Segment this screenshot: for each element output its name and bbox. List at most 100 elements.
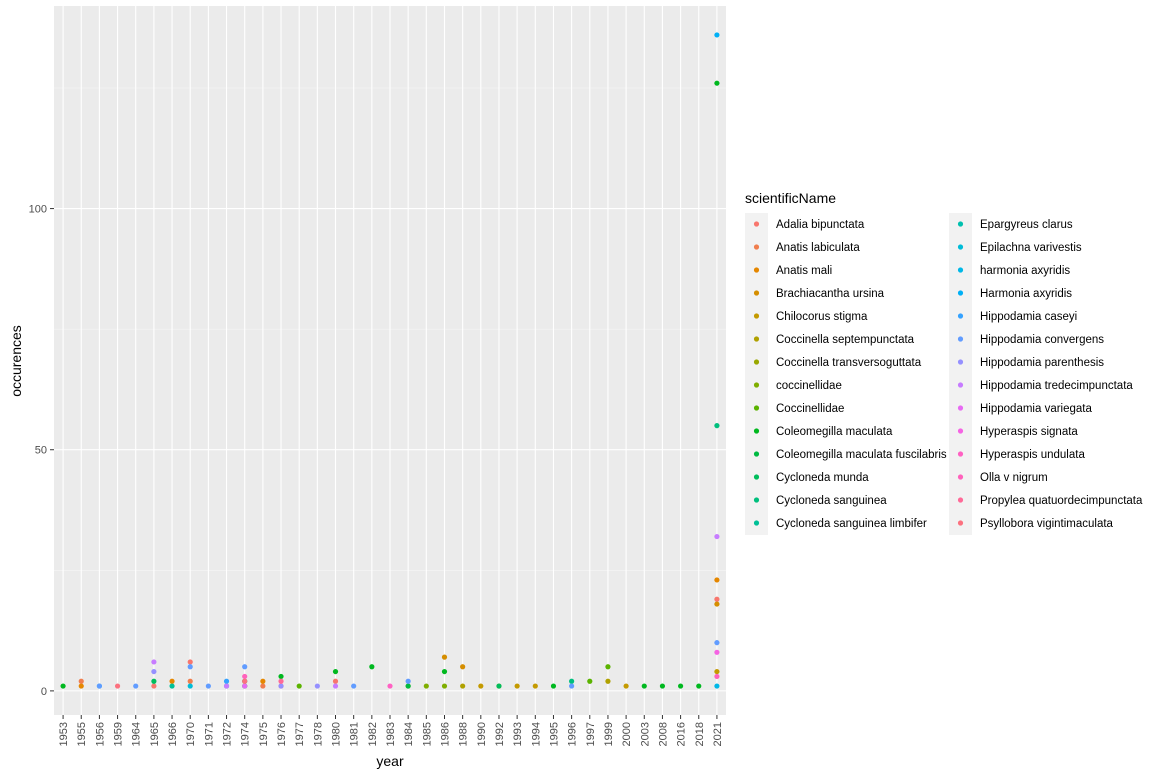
legend-key-dot — [753, 382, 760, 388]
legend-key-dot — [753, 520, 760, 526]
data-point — [242, 664, 248, 670]
x-tick-label: 1975 — [258, 722, 270, 746]
x-tick-label: 1970 — [185, 722, 197, 746]
legend-key-dot — [957, 313, 964, 319]
legend-label: Harmonia axyridis — [980, 288, 1072, 300]
legend-label: Hippodamia parenthesis — [980, 357, 1104, 369]
data-point — [714, 596, 720, 602]
legend-label: Olla v nigrum — [980, 472, 1048, 484]
x-tick-label: 1997 — [585, 722, 597, 746]
x-tick-label: 1993 — [512, 722, 524, 746]
legend-label: Cycloneda munda — [776, 472, 869, 484]
legend-key-dot — [957, 497, 964, 503]
legend-label: Hyperaspis signata — [980, 426, 1078, 438]
data-point — [260, 683, 266, 689]
x-tick-label: 1992 — [494, 722, 506, 746]
legend-label: Brachiacantha ursina — [776, 288, 885, 300]
data-point — [169, 678, 175, 684]
x-tick-label: 2021 — [712, 722, 724, 746]
x-tick-label: 1972 — [222, 722, 234, 746]
data-point — [514, 683, 520, 689]
legend-label: Hippodamia variegata — [980, 403, 1092, 415]
grid-lines — [54, 6, 726, 715]
data-point — [441, 654, 448, 660]
legend-label: Cycloneda sanguinea limbifer — [776, 518, 927, 530]
data-point — [151, 683, 157, 689]
data-point — [460, 664, 466, 670]
legend-key-dot — [753, 451, 760, 457]
data-point — [623, 683, 629, 689]
data-point — [714, 577, 720, 583]
data-point — [677, 683, 684, 689]
legend-key-dot — [753, 336, 760, 342]
data-point — [460, 683, 466, 689]
y-tick-label: 50 — [35, 445, 47, 457]
x-tick-label: 1965 — [149, 722, 161, 746]
data-point — [696, 683, 702, 689]
legend-label: Epilachna varivestis — [980, 242, 1082, 254]
x-tick-label: 1984 — [403, 722, 415, 746]
x-tick-label: 1959 — [113, 722, 125, 746]
data-point — [423, 683, 429, 689]
data-point — [714, 640, 720, 646]
x-axis-title: year — [376, 753, 404, 769]
legend-label: Coccinella transversoguttata — [776, 357, 922, 369]
data-point — [714, 32, 720, 38]
x-tick-label: 1953 — [58, 722, 70, 746]
x-tick-label: 1982 — [367, 722, 379, 746]
data-point — [133, 683, 139, 689]
x-tick-label: 1983 — [385, 722, 397, 746]
legend-label: Cycloneda sanguinea — [776, 495, 887, 507]
legend-key-dot — [957, 290, 964, 296]
legend-key-dot — [753, 221, 760, 227]
legend-label: Coleomegilla maculata fuscilabris — [776, 449, 947, 461]
legend-key-dot — [957, 451, 964, 457]
x-tick-label: 2008 — [657, 722, 669, 746]
x-tick-label: 1966 — [167, 722, 179, 746]
data-point — [569, 683, 575, 689]
data-point — [278, 678, 284, 684]
data-point — [714, 80, 720, 86]
data-point — [169, 683, 175, 689]
legend-label: Hyperaspis undulata — [980, 449, 1085, 461]
legend: scientificName Adalia bipunctata Anatis l… — [745, 190, 1143, 535]
x-tick-label: 2003 — [639, 722, 651, 746]
y-tick-label: 100 — [29, 204, 47, 216]
data-point — [369, 664, 375, 670]
data-point — [605, 678, 611, 684]
x-tick-label: 1956 — [94, 722, 106, 746]
legend-key-dot — [957, 267, 964, 273]
x-tick-label: 1988 — [458, 722, 470, 746]
x-tick-label: 1990 — [476, 722, 488, 746]
data-point — [478, 683, 484, 689]
legend-key-dot — [957, 520, 964, 526]
data-point — [714, 601, 720, 607]
y-axis-title: occurences — [8, 325, 24, 397]
x-tick-label: 1995 — [548, 722, 560, 746]
legend-key-dot — [753, 428, 760, 434]
legend-label: Coleomegilla maculata — [776, 426, 893, 438]
x-tick-label: 1996 — [567, 722, 579, 746]
x-tick-label: 2016 — [676, 722, 688, 746]
data-point — [351, 683, 357, 689]
data-point — [550, 683, 557, 689]
x-tick-label: 2018 — [694, 722, 706, 746]
y-tick-label: 0 — [41, 686, 47, 698]
y-axis: 0 50 100 — [29, 204, 54, 698]
data-point — [187, 664, 193, 670]
data-point — [532, 683, 538, 689]
x-tick-label: 1971 — [203, 722, 215, 746]
legend-label: Hippodamia convergens — [980, 334, 1104, 346]
x-tick-label: 1955 — [76, 722, 88, 746]
data-point — [569, 678, 575, 684]
data-point — [78, 683, 84, 689]
x-tick-label: 1964 — [131, 722, 143, 746]
data-point — [242, 673, 248, 680]
data-points — [60, 32, 720, 689]
data-point — [296, 683, 302, 689]
data-point — [405, 683, 411, 689]
data-point — [332, 678, 339, 684]
data-point — [714, 423, 720, 429]
legend-label: harmonia axyridis — [980, 265, 1070, 277]
legend-label: coccinellidae — [776, 380, 842, 392]
